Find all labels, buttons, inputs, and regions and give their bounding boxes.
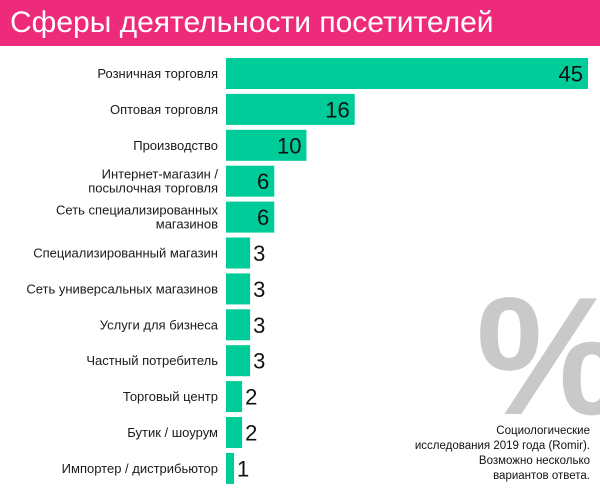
footnote-line: исследования 2019 года (Romir). xyxy=(414,440,590,452)
category-label: Бутик / шоурум xyxy=(127,425,218,440)
bar xyxy=(226,273,251,305)
bar xyxy=(226,129,307,161)
value-label: 10 xyxy=(277,133,301,158)
value-label: 3 xyxy=(253,349,265,374)
category-label: Торговый центр xyxy=(123,389,218,404)
value-label: 2 xyxy=(245,385,257,410)
category-label: Розничная торговля xyxy=(97,66,218,81)
page-title: Сферы деятельности посетителей xyxy=(10,6,494,39)
value-label: 6 xyxy=(257,205,269,230)
bar xyxy=(226,58,588,89)
value-label: 3 xyxy=(253,277,265,302)
category-label: Услуги для бизнеса xyxy=(100,317,219,332)
value-label: 3 xyxy=(253,241,265,266)
value-label: 45 xyxy=(559,62,583,87)
value-label: 3 xyxy=(253,313,265,338)
bar xyxy=(226,381,243,413)
category-label: Интернет-магазин / посылочная торговля xyxy=(88,167,218,196)
category-label: Оптовая торговля xyxy=(110,102,218,117)
bar xyxy=(226,345,251,377)
category-label: Производство xyxy=(133,138,218,153)
value-label: 1 xyxy=(237,456,249,481)
category-label: Импортер / дистрибьютор xyxy=(62,461,218,476)
bar xyxy=(226,201,275,233)
value-label: 16 xyxy=(325,97,349,122)
footnote-line: Возможно несколько xyxy=(478,455,590,467)
value-label: 2 xyxy=(245,421,257,446)
footnote: Социологические исследования 2019 года (… xyxy=(360,424,590,484)
footnote-line: вариантов ответа. xyxy=(493,470,590,482)
bar xyxy=(226,452,235,484)
category-label: Сеть специализированных магазинов xyxy=(56,203,218,232)
percent-icon: % xyxy=(476,272,600,440)
bar xyxy=(226,93,355,125)
category-label: Сеть универсальных магазинов xyxy=(26,281,218,296)
bar xyxy=(226,417,243,448)
bar xyxy=(226,309,251,341)
footnote-line: Социологические xyxy=(496,425,590,437)
value-label: 6 xyxy=(257,169,269,194)
bar xyxy=(226,165,275,197)
category-label: Частный потребитель xyxy=(86,353,218,368)
category-label: Специализированный магазин xyxy=(33,246,218,261)
bar xyxy=(226,237,251,269)
title-bar: Сферы деятельности посетителей xyxy=(0,0,600,46)
